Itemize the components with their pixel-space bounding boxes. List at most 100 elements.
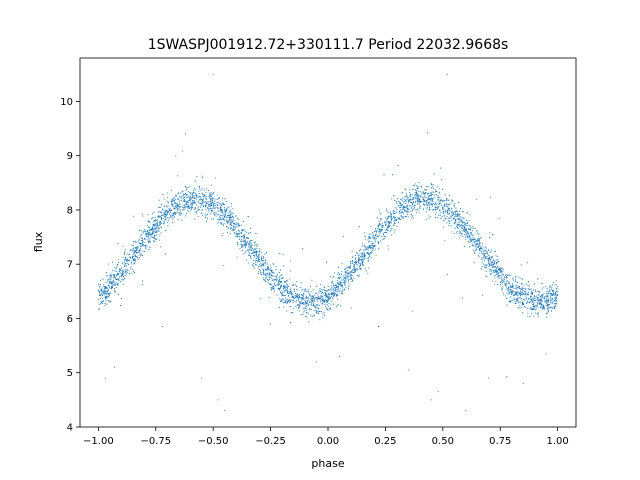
data-point [117, 259, 120, 261]
data-point [267, 282, 269, 284]
data-point [123, 265, 126, 268]
data-point [145, 244, 147, 246]
data-point [487, 258, 489, 260]
data-point [477, 242, 479, 244]
data-point [529, 301, 531, 303]
data-point [282, 277, 284, 279]
data-point [429, 197, 431, 200]
data-point [528, 302, 530, 304]
data-point [249, 254, 251, 256]
data-point [417, 200, 419, 202]
data-point [496, 263, 498, 265]
data-point [280, 275, 282, 277]
data-point [363, 245, 365, 247]
data-point [135, 249, 137, 251]
data-point [128, 263, 130, 266]
data-point [278, 278, 280, 280]
data-point [119, 276, 121, 278]
data-point [245, 232, 247, 234]
data-point [102, 300, 104, 302]
data-point [166, 206, 168, 208]
data-point [105, 288, 107, 290]
data-point [311, 295, 313, 297]
data-point [494, 266, 496, 268]
data-point [406, 214, 408, 216]
data-point [545, 302, 547, 304]
data-point [348, 278, 350, 280]
data-point [219, 210, 221, 212]
data-point [454, 223, 456, 225]
data-point [97, 299, 100, 301]
data-point [367, 245, 369, 247]
data-point [410, 213, 412, 215]
data-point [153, 240, 155, 242]
data-point [142, 244, 144, 246]
data-point [549, 299, 551, 302]
data-point [302, 302, 304, 304]
data-point [267, 265, 269, 267]
data-point [464, 223, 466, 225]
data-point [210, 199, 212, 201]
data-point [415, 191, 418, 193]
data-point [520, 293, 523, 295]
data-point [286, 291, 288, 293]
data-point [106, 292, 108, 295]
data-point [298, 310, 300, 312]
data-point [209, 192, 211, 194]
data-point [540, 300, 542, 302]
data-point [374, 240, 376, 242]
data-point [472, 227, 475, 229]
data-point [327, 285, 329, 288]
data-point [484, 256, 487, 258]
data-point [520, 292, 523, 294]
data-point [107, 275, 109, 277]
data-point [529, 289, 531, 291]
data-point [512, 286, 514, 288]
data-point [485, 264, 487, 266]
data-point [448, 213, 450, 215]
data-point [259, 264, 261, 266]
data-point [460, 227, 462, 229]
data-point [454, 212, 456, 214]
data-point [417, 203, 419, 205]
data-point [284, 290, 286, 292]
data-point [107, 279, 109, 281]
data-point [191, 204, 193, 206]
data-point [494, 260, 496, 262]
data-point [149, 230, 151, 232]
data-point [174, 202, 176, 204]
data-point [539, 307, 541, 309]
data-point [465, 236, 467, 238]
data-point [217, 211, 219, 213]
data-point [393, 195, 395, 197]
data-point [118, 277, 120, 279]
data-point [406, 210, 408, 212]
data-point [502, 269, 504, 271]
data-point [454, 215, 456, 218]
data-point [261, 257, 263, 259]
data-point [282, 298, 284, 300]
data-point [292, 293, 294, 295]
data-point [259, 298, 261, 300]
data-point [336, 289, 338, 291]
data-point [267, 263, 269, 265]
data-point [179, 203, 181, 205]
data-point [342, 275, 344, 277]
data-point [300, 297, 302, 299]
data-point [372, 245, 374, 247]
data-point [436, 199, 438, 201]
data-point [361, 255, 363, 257]
data-point [178, 208, 180, 210]
data-point [209, 207, 211, 209]
data-point [417, 196, 419, 198]
data-point [404, 216, 406, 218]
data-point [473, 262, 475, 264]
data-point [136, 246, 138, 248]
data-point [466, 212, 468, 214]
data-point [128, 270, 130, 272]
data-point [349, 264, 352, 266]
data-point [179, 196, 181, 198]
data-point [211, 202, 213, 204]
data-point [210, 195, 212, 197]
data-point [316, 285, 318, 288]
